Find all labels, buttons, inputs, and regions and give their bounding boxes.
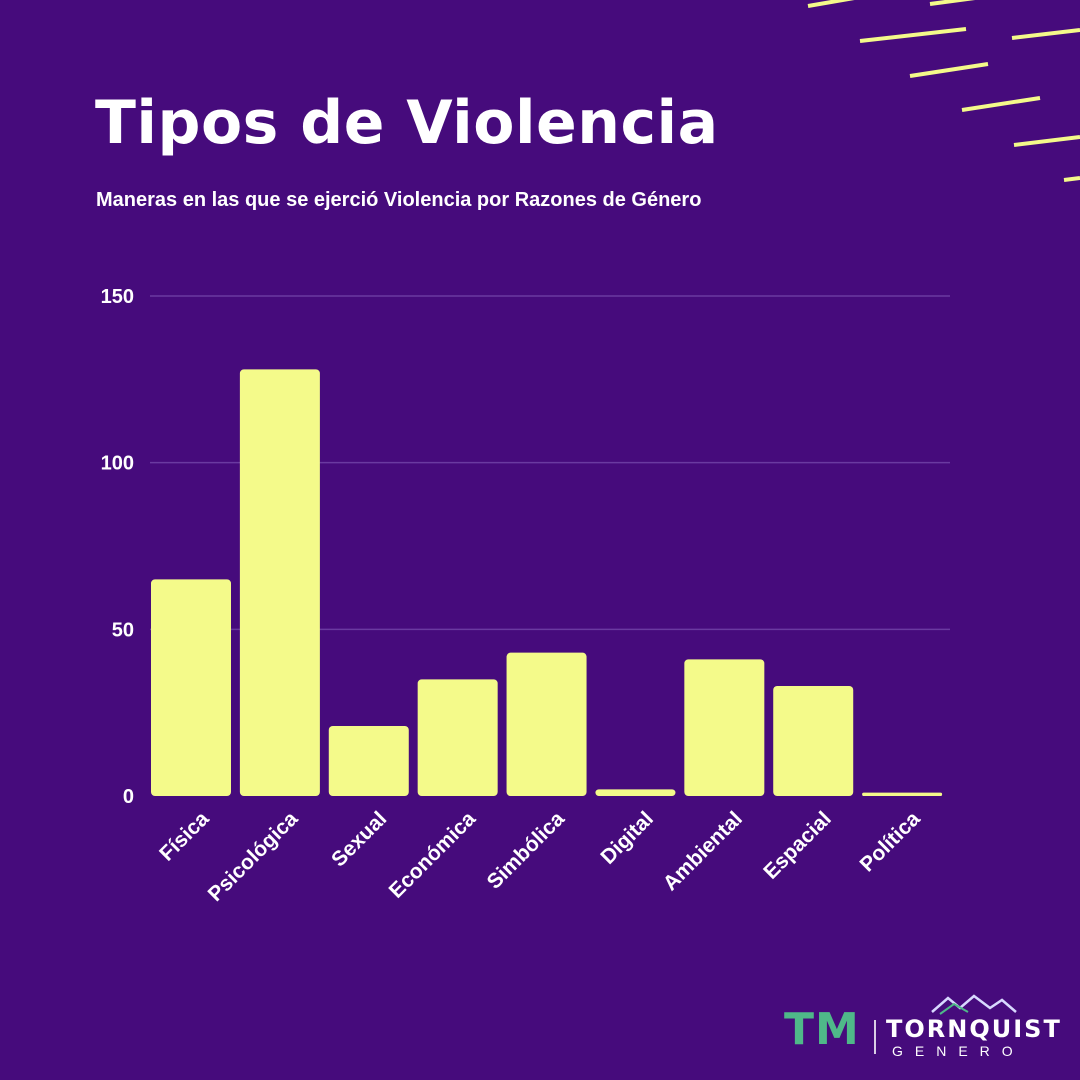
decorative-stripe <box>1013 135 1080 147</box>
bar-psicológica <box>239 369 320 796</box>
bar-económica <box>417 679 498 796</box>
bar-espacial <box>773 686 854 796</box>
chart-subtitle: Maneras en las que se ejerció Violencia … <box>96 189 702 211</box>
x-tick-label: Sexual <box>327 807 391 871</box>
bar-digital <box>595 789 676 796</box>
decorative-stripe <box>961 96 1041 112</box>
y-tick-label: 150 <box>101 286 134 308</box>
logo-divider <box>874 1020 876 1054</box>
decorative-stripe <box>1011 28 1080 40</box>
decorative-stripe <box>859 27 967 43</box>
decorative-stripe <box>1063 176 1080 182</box>
mountain-line-2 <box>939 1002 969 1015</box>
bar-política <box>862 792 943 796</box>
bars <box>151 369 943 796</box>
x-tick-label: Política <box>856 807 925 876</box>
logo-subtitle: GENERO <box>892 1043 1025 1059</box>
chart-title: Tipos de Violencia <box>95 88 719 158</box>
x-tick-label: Ambiental <box>659 807 747 895</box>
x-tick-label: Digital <box>596 807 658 869</box>
logo-name: TORNQUIST <box>886 1015 1062 1043</box>
y-tick-label: 50 <box>112 619 134 641</box>
bar-simbólica <box>506 652 587 796</box>
mountains-icon <box>931 994 1017 1015</box>
y-axis-ticks: 0 50 100 150 <box>101 286 134 808</box>
decorative-stripes <box>807 0 1080 182</box>
y-tick-label: 0 <box>123 786 134 808</box>
x-tick-label: Económica <box>385 807 481 903</box>
y-tick-label: 100 <box>101 453 134 475</box>
x-tick-label: Física <box>155 807 214 866</box>
tornquist-genero-logo: TM TORNQUIST GENERO <box>784 990 1064 1070</box>
bar-física <box>151 579 231 796</box>
x-tick-label: Espacial <box>759 807 836 884</box>
decorative-stripe <box>929 0 976 6</box>
logo-tm-mark: TM <box>784 1004 860 1055</box>
mountain-line-1 <box>931 994 1017 1013</box>
x-tick-label: Psicológica <box>204 807 303 906</box>
bar-ambiental <box>684 659 765 796</box>
decorative-stripe <box>807 0 855 8</box>
bar-sexual <box>328 726 409 796</box>
x-tick-label: Simbólica <box>483 807 570 894</box>
decorative-stripe <box>909 62 989 78</box>
